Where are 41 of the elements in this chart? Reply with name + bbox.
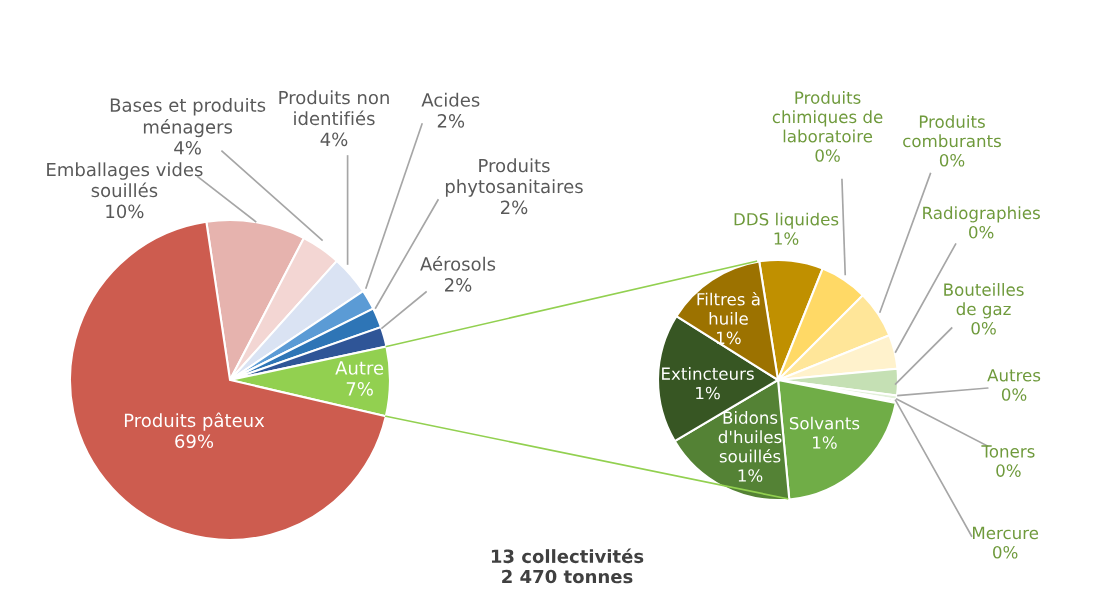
slice-label: Mercure: [973, 526, 1039, 540]
data-label: 0%: [815, 149, 840, 162]
data-label: 0%: [1001, 388, 1027, 401]
data-label: 1%: [774, 232, 799, 245]
slice-label: DDS liquides: [734, 212, 839, 229]
slice-label: Extincteurs: [662, 367, 754, 380]
slice-label: Bases et produits ménagers: [110, 97, 266, 138]
slice-label: Solvants: [789, 416, 860, 430]
data-label: 1%: [717, 331, 741, 345]
slice-label: Acides: [421, 92, 480, 107]
data-label: 10%: [106, 204, 144, 219]
slice-label: Produits pâteux: [124, 412, 265, 431]
data-label: 0%: [993, 545, 1018, 559]
data-label: 0%: [969, 225, 994, 239]
data-label: 0%: [939, 153, 965, 167]
data-label: 2%: [501, 200, 528, 215]
slice-label: Bouteilles de gaz: [944, 283, 1024, 319]
data-label: 1%: [738, 469, 763, 482]
slice-label: Aérosols: [420, 256, 496, 271]
data-label: 2%: [437, 114, 465, 128]
slice-label: Autre: [335, 361, 384, 375]
data-label: 0%: [971, 321, 996, 335]
slice-label: Toners: [981, 445, 1035, 458]
data-label: 2%: [445, 278, 472, 292]
slice-label: Produits comburants: [903, 115, 1001, 148]
slice-label: Filtres à huile: [697, 291, 760, 325]
data-label: 1%: [696, 386, 720, 400]
slice-label: Produits non identifiés: [279, 90, 389, 126]
data-label: 0%: [996, 464, 1021, 477]
slice-label: Bidons d'huiles souillés: [718, 411, 782, 463]
slice-label: Radiographies: [923, 206, 1040, 223]
data-label: 69%: [175, 434, 214, 449]
slice-label: Produits phytosanitaires: [445, 158, 583, 197]
slice-label: Produits chimiques de laboratoire: [772, 90, 883, 143]
data-label: 7%: [346, 382, 373, 396]
text: 13 collectivités 2 470 tonnes: [491, 548, 644, 584]
slice-label: Emballages vides souillés: [47, 162, 203, 198]
data-label: 4%: [174, 140, 201, 155]
data-label: 4%: [320, 132, 348, 147]
slice-label: Autres: [987, 369, 1041, 382]
data-label: 1%: [813, 436, 837, 449]
